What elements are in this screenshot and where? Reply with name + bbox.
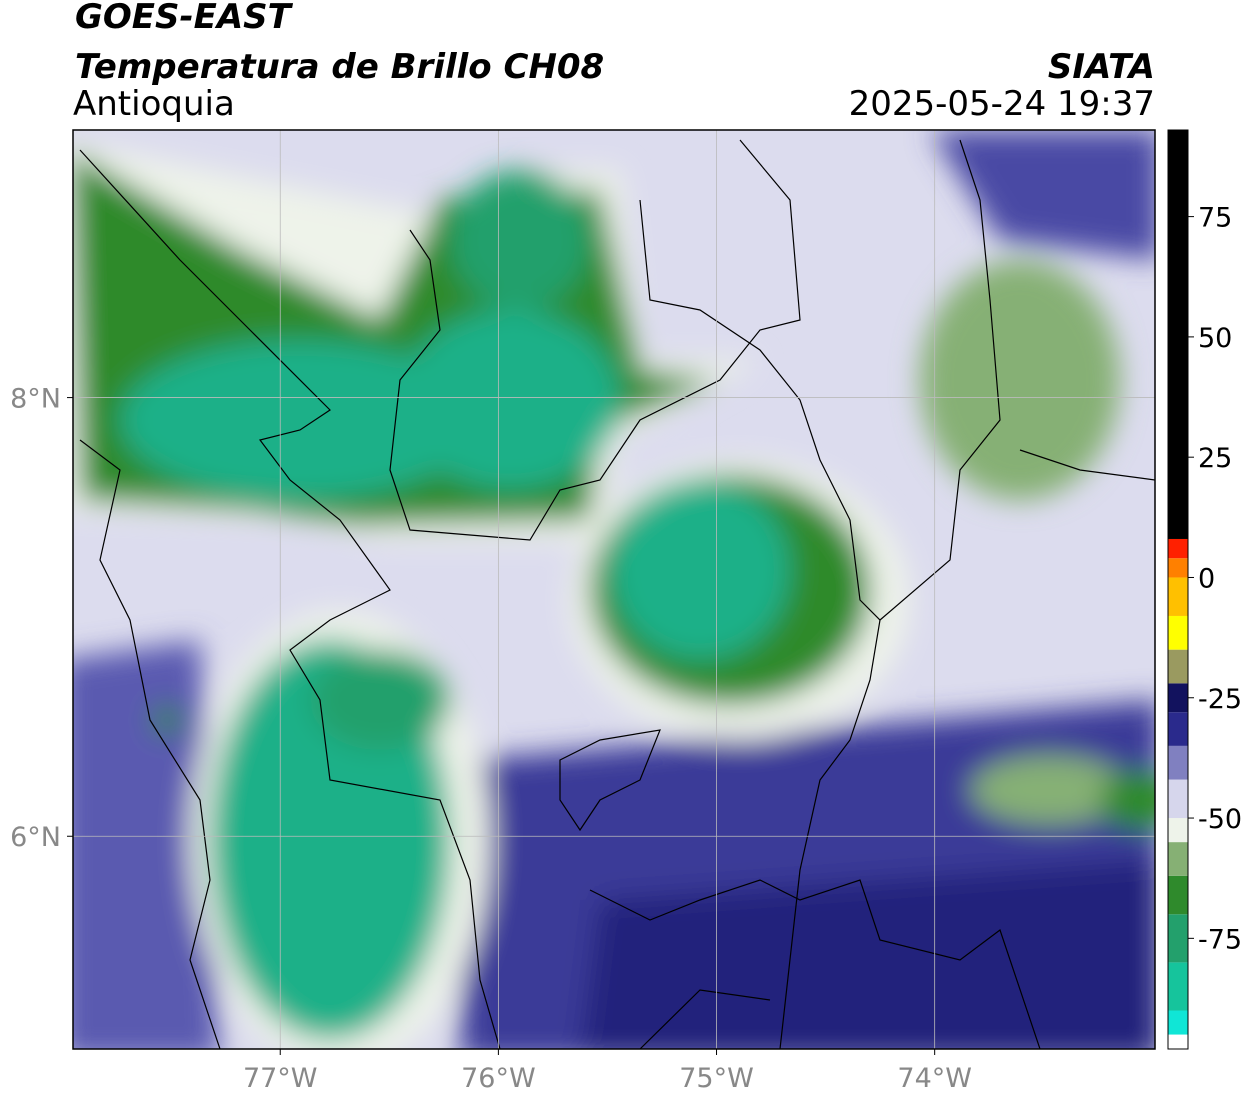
colorbar-segment: [1168, 538, 1188, 559]
colorbar-tick-label: 50: [1198, 323, 1232, 354]
colorbar: 75 50 25 0 -25 -50 -75: [1168, 130, 1242, 1049]
colorbar-segment: [1168, 745, 1188, 780]
colorbar-tick-label: 75: [1198, 203, 1232, 234]
y-tick-label: 8°N: [10, 384, 61, 415]
satellite-image: [73, 130, 1155, 1049]
colorbar-tick-label: -75: [1198, 924, 1242, 955]
x-tick-label: 75°W: [679, 1063, 754, 1094]
subtitle: Temperatura de Brillo CH08: [75, 47, 604, 87]
colorbar-frame: [1167, 129, 1189, 1050]
colorbar-tick-label: 25: [1198, 443, 1232, 474]
borders: [79, 139, 1155, 1049]
map-frame: [72, 129, 1156, 1050]
colorbar-tick-label: -50: [1198, 804, 1242, 835]
colorbar-segment: [1168, 914, 1188, 963]
colorbar-segment: [1168, 1034, 1188, 1049]
colorbar-segment: [1168, 683, 1188, 713]
colorbar-segment: [1168, 1010, 1188, 1035]
x-tick-label: 74°W: [897, 1063, 972, 1094]
grid: 77°W 76°W 75°W 74°W 8°N 6°N: [10, 130, 1155, 1094]
datetime: 2025-05-24 19:37: [849, 84, 1155, 124]
region: Antioquia: [73, 84, 235, 124]
colorbar-segment: [1168, 558, 1188, 578]
x-tick-label: 77°W: [243, 1063, 318, 1094]
title: GOES-EAST: [75, 0, 294, 37]
colorbar-tick-label: -25: [1198, 684, 1242, 715]
source: SIATA: [1048, 47, 1155, 87]
colorbar-tick-label: 0: [1198, 563, 1215, 594]
x-tick-label: 76°W: [461, 1063, 536, 1094]
colorbar-segment: [1168, 577, 1188, 616]
colorbar-segment: [1168, 818, 1188, 843]
colorbar-segment: [1168, 779, 1188, 819]
colorbar-segment: [1168, 615, 1188, 650]
colorbar-segment: [1168, 712, 1188, 746]
colorbar-segment: [1168, 962, 1188, 1011]
colorbar-segment: [1168, 649, 1188, 684]
colorbar-segment: [1168, 842, 1188, 876]
colorbar-segment: [1168, 130, 1188, 539]
colorbar-segment: [1168, 875, 1188, 915]
y-tick-label: 6°N: [10, 822, 61, 853]
